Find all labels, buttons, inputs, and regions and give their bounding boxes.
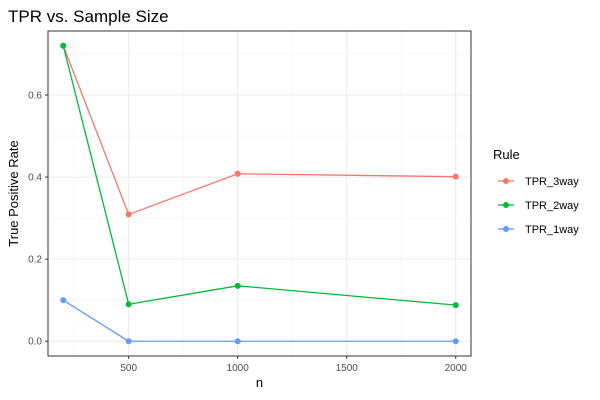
legend-label: TPR_2way (525, 200, 579, 212)
x-tick-label: 2000 (445, 363, 468, 374)
x-tick-label: 1000 (227, 363, 250, 374)
data-point-TPR_1way (234, 338, 241, 345)
data-point-TPR_3way (452, 173, 459, 180)
legend-label: TPR_3way (525, 176, 579, 188)
legend-key-point (503, 202, 509, 208)
x-tick-label: 1500 (336, 363, 359, 374)
legend: Rule TPR_3way TPR_2way TPR_1way (493, 147, 579, 236)
x-axis: 500 1000 1500 2000 (120, 356, 467, 374)
data-point-TPR_1way (60, 297, 67, 304)
legend-key-point (503, 226, 509, 232)
plot-border (47, 30, 472, 357)
data-point-TPR_2way (60, 42, 67, 49)
data-point-TPR_3way (125, 211, 132, 218)
data-point-TPR_1way (452, 338, 459, 345)
y-tick-label: 0.6 (28, 91, 42, 102)
data-point-TPR_2way (125, 301, 132, 308)
data-point-TPR_3way (234, 170, 241, 177)
series-line-TPR_2way (62, 45, 456, 306)
data-point-TPR_2way (452, 302, 459, 309)
legend-label: TPR_1way (525, 224, 579, 236)
series-line-TPR_3way (62, 45, 456, 216)
series-line-TPR_1way (62, 299, 456, 342)
legend-title: Rule (493, 147, 520, 162)
y-axis: 0.0 0.2 0.4 0.6 (28, 91, 48, 348)
y-tick-label: 0.4 (28, 173, 42, 184)
data-point-TPR_2way (234, 282, 241, 289)
chart-title: TPR vs. Sample Size (8, 7, 169, 26)
y-axis-label: True Positive Rate (6, 140, 21, 246)
y-tick-label: 0.2 (28, 255, 42, 266)
plot-panel (47, 30, 472, 357)
series-layer (60, 42, 459, 345)
plot-background (48, 31, 471, 356)
legend-key-point (503, 178, 509, 184)
y-tick-label: 0.0 (28, 337, 42, 348)
x-tick-label: 500 (120, 363, 137, 374)
data-point-TPR_1way (125, 338, 132, 345)
x-axis-label: n (256, 375, 263, 390)
grid-minor (48, 31, 471, 356)
legend-items: TPR_3way TPR_2way TPR_1way (498, 176, 579, 236)
